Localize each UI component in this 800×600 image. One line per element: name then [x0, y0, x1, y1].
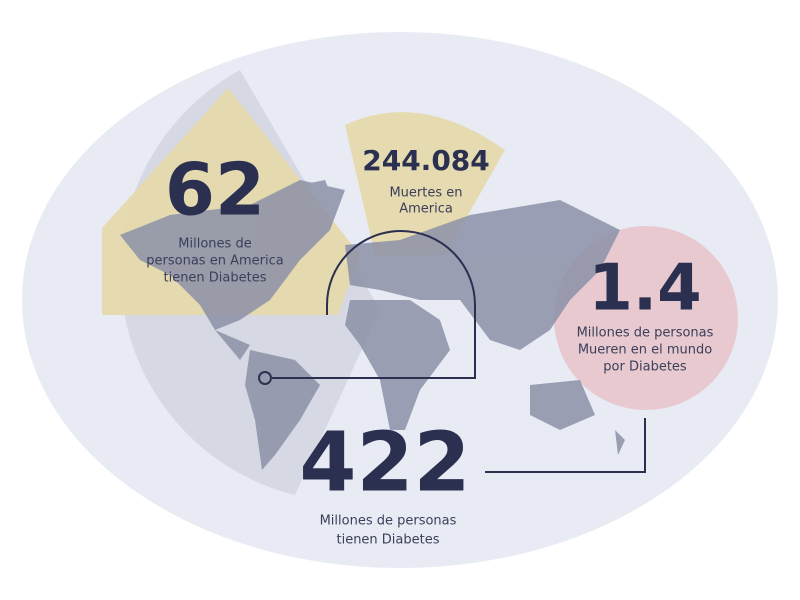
pink-circle [554, 226, 738, 410]
stat-label: Millones de [178, 237, 251, 252]
stat-label: Muertes en [389, 186, 462, 201]
stat-value: 422 [299, 415, 470, 510]
stat-label: tienen Diabetes [163, 271, 266, 286]
stat-value: 1.4 [588, 252, 701, 326]
world-map [120, 180, 625, 470]
stat-label: Millones de personas [320, 514, 457, 529]
stat-value: 62 [165, 148, 265, 232]
connector-line [485, 418, 646, 473]
arch-connector [272, 230, 476, 379]
stat-label: Millones de personas [577, 326, 714, 341]
stat-label: tienen Diabetes [336, 533, 439, 548]
stat-label: por Diabetes [603, 360, 687, 375]
stat-label: America [399, 202, 453, 217]
stat-label: personas en America [146, 254, 283, 269]
stat-value: 244.084 [362, 144, 490, 177]
location-dot [258, 371, 272, 385]
stat-label: Mueren en el mundo [578, 343, 712, 358]
